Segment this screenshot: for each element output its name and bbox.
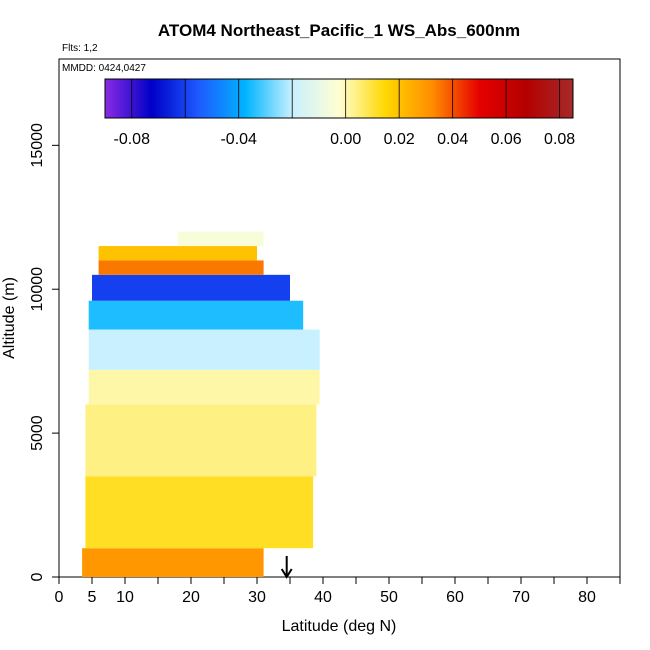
heatmap-band [82, 548, 264, 577]
x-tick-label: 70 [512, 589, 530, 606]
x-tick-label: 30 [248, 589, 266, 606]
heatmap-layer [82, 231, 320, 577]
heatmap-band [177, 231, 264, 247]
heatmap-band [88, 369, 320, 405]
heatmap-band [98, 246, 257, 261]
colorbar-gradient [104, 78, 574, 119]
dates-label: MMDD: 0424,0427 [62, 63, 146, 74]
y-tick-label: 5000 [29, 415, 46, 451]
heatmap-band [88, 300, 304, 330]
x-tick-label: 20 [182, 589, 200, 606]
plot-frame [58, 58, 621, 578]
y-axis-label: Altitude (m) [1, 277, 18, 359]
chart-title: ATOM4 Northeast_Pacific_1 WS_Abs_600nm [158, 21, 520, 40]
axes: 0 5 10 20 30 40 50 60 70 80 0 5000 10000 15000 [29, 123, 621, 606]
colorbar-tick-label: 0.04 [437, 131, 468, 148]
y-tick-label: 15000 [29, 123, 46, 168]
latitude-marker-arrowhead [280, 568, 293, 579]
colorbar-tick-label: 0.02 [384, 131, 415, 148]
x-tick-label: 10 [116, 589, 134, 606]
x-axis-label: Latitude (deg N) [282, 618, 397, 635]
colorbar-tick-label: 0.00 [330, 131, 361, 148]
colorbar-tick-label: 0.06 [491, 131, 522, 148]
heatmap-band [98, 260, 264, 275]
heatmap-band [85, 404, 317, 477]
y-tick-label: 10000 [29, 267, 46, 312]
x-tick-label: 50 [380, 589, 398, 606]
x-tick-label: 40 [314, 589, 332, 606]
colorbar-tick-label: -0.04 [220, 131, 257, 148]
colorbar: -0.08 -0.04 0.00 0.02 0.04 0.06 0.08 [104, 78, 575, 148]
heatmap-band [88, 329, 320, 370]
heatmap-band [92, 274, 290, 301]
colorbar-tick-label: -0.08 [114, 131, 151, 148]
x-tick-label: 80 [578, 589, 596, 606]
x-tick-label: 0 [55, 589, 64, 606]
x-tick-label: 60 [446, 589, 464, 606]
x-tick-label: 5 [88, 589, 97, 606]
y-tick-label: 0 [29, 572, 46, 581]
colorbar-tick-label: 0.08 [544, 131, 575, 148]
heatmap-band [85, 476, 314, 549]
flights-label: Flts: 1,2 [62, 43, 98, 54]
